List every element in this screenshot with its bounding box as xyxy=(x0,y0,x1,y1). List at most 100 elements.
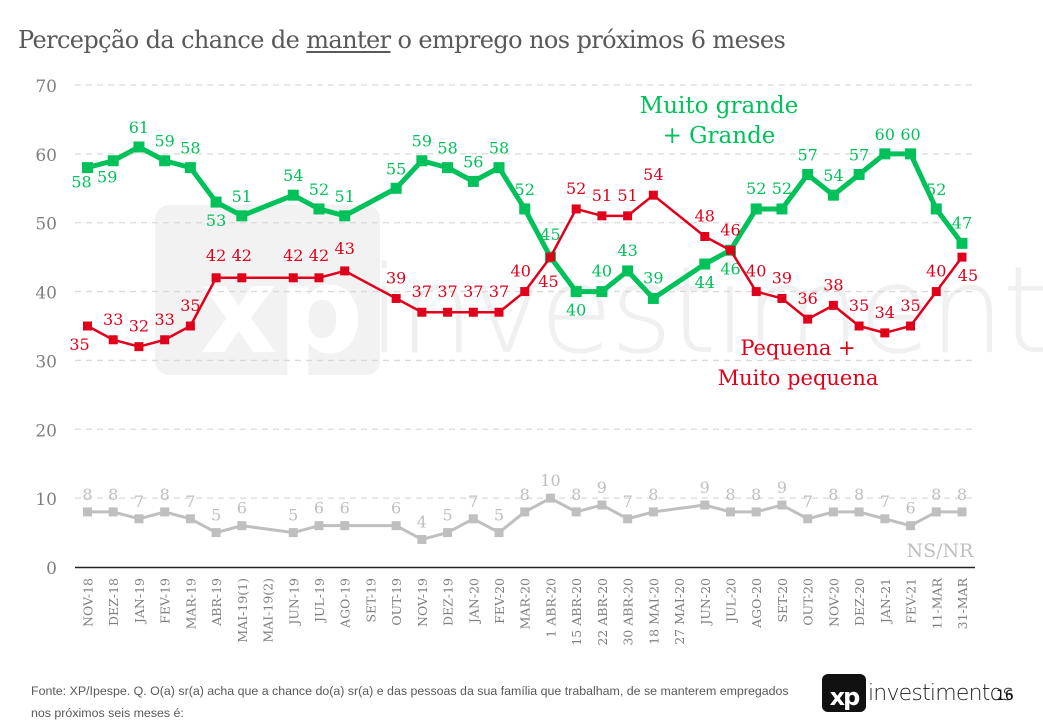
data-point-marker xyxy=(108,507,118,517)
data-point-marker xyxy=(648,507,658,517)
data-point-marker xyxy=(571,507,581,517)
x-tick-label: AGO-20 xyxy=(749,578,764,629)
data-point-marker xyxy=(700,500,710,510)
series-muito-grande-grande: 58 59 61 59 58 53 51 54 52 51 55 59 58 56 58 52 45 40 40 43… xyxy=(71,118,972,320)
data-point-marker xyxy=(391,521,401,531)
data-label: 51 xyxy=(592,186,612,205)
data-point-marker xyxy=(623,514,633,524)
data-label: 8 xyxy=(82,485,92,504)
x-tick-label: JUL-19 xyxy=(312,578,327,624)
brand-logo: xp investimentos xyxy=(822,674,1014,712)
legend-label: + Grande xyxy=(663,123,776,149)
legend-label: NS/NR xyxy=(907,540,975,562)
data-label: 54 xyxy=(823,166,843,185)
data-point-marker xyxy=(443,528,453,538)
data-label: 9 xyxy=(777,478,787,497)
x-tick-label: NOV-18 xyxy=(81,578,96,627)
data-point-marker xyxy=(777,293,787,303)
data-point-marker xyxy=(700,231,710,241)
x-tick-label: OUT-20 xyxy=(801,578,816,626)
data-point-marker xyxy=(930,203,942,215)
x-tick-label: SET-20 xyxy=(775,578,790,623)
data-label: 8 xyxy=(854,485,864,504)
data-label: 8 xyxy=(828,485,838,504)
data-point-marker xyxy=(726,507,735,517)
y-tick-label: 70 xyxy=(35,77,57,97)
x-tick-label: FEV-21 xyxy=(904,578,919,624)
data-label: 8 xyxy=(520,485,530,504)
data-label: 37 xyxy=(412,282,432,301)
x-tick-label: NOV-20 xyxy=(826,578,841,627)
x-tick-label: 31-MAR xyxy=(955,577,970,629)
x-tick-label: 30 ABR-20 xyxy=(621,578,636,646)
data-point-marker xyxy=(803,314,813,324)
data-point-marker xyxy=(185,321,195,331)
data-point-marker xyxy=(468,307,478,317)
data-point-marker xyxy=(416,155,428,167)
x-tick-label: ABR-19 xyxy=(209,578,224,627)
data-point-marker xyxy=(726,245,735,255)
data-point-marker xyxy=(597,211,607,221)
data-point-marker xyxy=(494,307,504,317)
data-label: 35 xyxy=(900,296,920,315)
data-label: 42 xyxy=(283,246,303,265)
data-point-marker xyxy=(417,534,427,544)
data-label: 53 xyxy=(206,211,226,230)
data-point-marker xyxy=(880,514,890,524)
x-tick-label: 15 ABR-20 xyxy=(569,578,584,646)
series-legends: Muito grande + Grande Pequena + Muito peque… xyxy=(640,93,975,562)
x-tick-label: 1 ABR-20 xyxy=(543,578,558,638)
logo-text: investimentos xyxy=(868,680,1014,706)
data-point-marker xyxy=(133,141,145,153)
data-point-marker xyxy=(596,286,608,298)
data-label: 44 xyxy=(695,273,715,292)
data-label: 51 xyxy=(232,187,252,206)
data-point-marker xyxy=(160,507,170,517)
data-point-marker xyxy=(828,300,838,310)
y-tick-label: 60 xyxy=(35,146,57,166)
data-label: 35 xyxy=(849,296,869,315)
data-point-marker xyxy=(854,321,864,331)
data-label: 51 xyxy=(617,186,637,205)
data-point-marker xyxy=(108,335,118,345)
data-label: 8 xyxy=(108,485,118,504)
data-point-marker xyxy=(339,210,351,222)
page-number: 16 xyxy=(996,688,1014,704)
data-point-marker xyxy=(391,293,401,303)
x-tick-label: MAR-19 xyxy=(183,578,198,629)
data-label: 8 xyxy=(648,485,658,504)
data-label: 8 xyxy=(957,485,967,504)
data-label: 54 xyxy=(283,166,303,185)
data-label: 40 xyxy=(592,262,612,281)
data-label: 6 xyxy=(391,499,401,518)
legend-label: Muito grande xyxy=(640,93,799,119)
x-tick-label: DEZ-20 xyxy=(852,578,867,626)
x-tick-label: SET-19 xyxy=(363,578,378,623)
data-label: 58 xyxy=(489,139,509,158)
data-label: 54 xyxy=(643,165,663,184)
data-label: 59 xyxy=(97,168,117,187)
data-label: 35 xyxy=(69,335,89,354)
watermark-logo-mark: xp xyxy=(200,242,363,381)
data-point-marker xyxy=(314,521,324,531)
data-point-marker xyxy=(340,521,350,531)
x-tick-label: DEZ-18 xyxy=(106,578,121,626)
data-label: 40 xyxy=(746,262,766,281)
data-point-marker xyxy=(931,507,941,517)
data-point-marker xyxy=(648,190,658,200)
data-point-marker xyxy=(390,182,402,194)
y-tick-label: 20 xyxy=(35,421,57,441)
y-tick-label: 40 xyxy=(35,284,57,304)
source-footnote: Fonte: XP/Ipespe. Q. O(a) sr(a) acha que… xyxy=(31,684,789,720)
data-point-marker xyxy=(185,514,195,524)
title-underlined-word: manter xyxy=(306,26,391,54)
data-point-marker xyxy=(828,507,838,517)
data-point-marker xyxy=(237,521,247,531)
data-point-marker xyxy=(545,493,555,503)
gridlines xyxy=(75,84,975,499)
data-point-marker xyxy=(83,507,92,517)
x-tick-label: JAN-19 xyxy=(132,578,147,625)
data-point-marker xyxy=(134,514,144,524)
x-tick-label: JUL-20 xyxy=(724,578,739,624)
